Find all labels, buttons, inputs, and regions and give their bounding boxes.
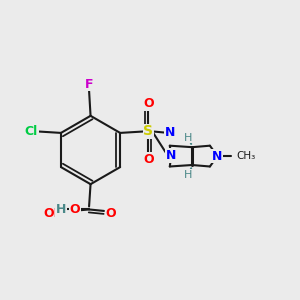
- Text: H: H: [56, 203, 66, 216]
- Text: O: O: [70, 203, 80, 216]
- Text: N: N: [165, 126, 175, 140]
- Text: S: S: [143, 124, 153, 138]
- Text: H: H: [184, 169, 193, 179]
- Text: O: O: [143, 153, 154, 166]
- Text: OH: OH: [44, 207, 65, 220]
- Text: N: N: [212, 150, 223, 163]
- Text: O: O: [106, 207, 116, 220]
- Text: F: F: [85, 77, 93, 91]
- Text: O: O: [143, 97, 154, 110]
- Text: Cl: Cl: [25, 125, 38, 138]
- Text: N: N: [166, 149, 176, 162]
- Text: CH₃: CH₃: [237, 151, 256, 161]
- Text: H: H: [184, 133, 193, 143]
